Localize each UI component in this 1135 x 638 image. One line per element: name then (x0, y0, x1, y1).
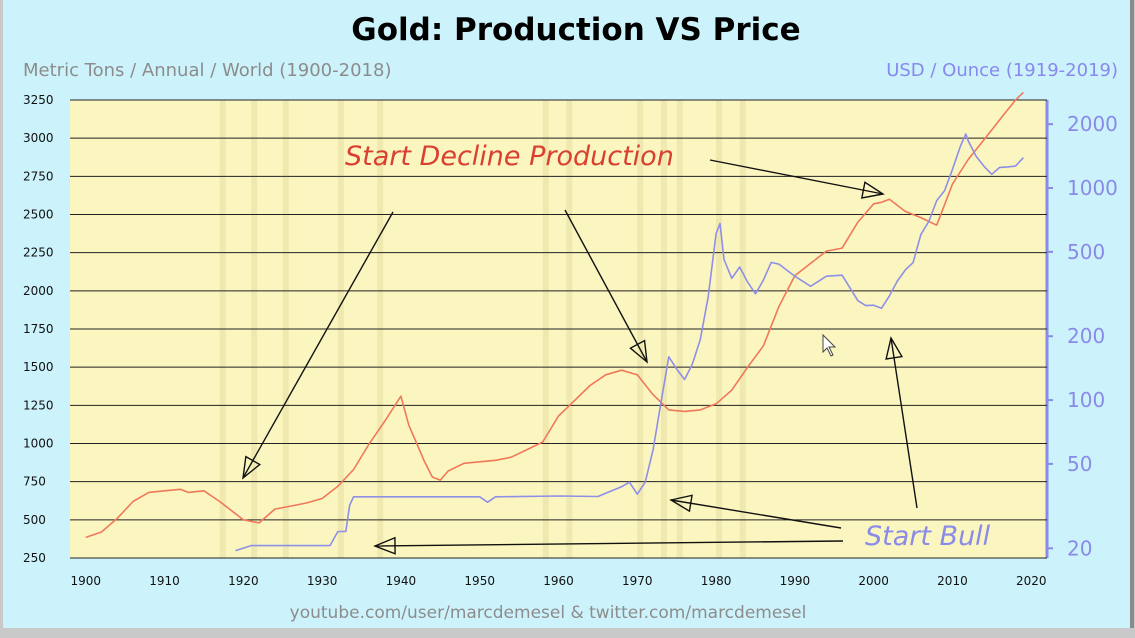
y-right-tick-label: 20 (1067, 536, 1092, 560)
x-tick-label: 1940 (386, 574, 417, 588)
y-right-tick-label: 100 (1067, 388, 1105, 412)
arrow-decline-1970-head (629, 339, 648, 364)
y-left-tick-label: 500 (23, 513, 46, 527)
x-tick-label: 1910 (149, 574, 180, 588)
x-ticks: 1900 1910 1920 1930 1940 1950 1960 1970 1980 1990… (70, 574, 1046, 588)
cursor-icon (822, 333, 837, 357)
annotation-start-bull: Start Bull (865, 521, 991, 552)
arrow-decline-2000-head (860, 181, 885, 199)
x-tick-label: 1900 (70, 574, 101, 588)
series-production-line (85, 91, 1024, 539)
left-y-ticks: 250 500 750 1000 1250 1500 1750 2000 2250 2500 275… (23, 93, 54, 565)
chart-svg: Gold: Production VS Price Metric Tons / … (23, 12, 1118, 623)
x-tick-label: 1950 (464, 574, 495, 588)
y-left-tick-label: 1500 (23, 360, 54, 374)
y-right-tick-label: 200 (1067, 324, 1105, 348)
right-axis-label: USD / Ounce (1919-2019) (886, 60, 1118, 81)
x-tick-label: 2000 (858, 574, 889, 588)
x-tick-label: 2020 (1016, 574, 1047, 588)
y-left-tick-label: 2000 (23, 284, 54, 298)
x-tick-label: 2010 (937, 574, 968, 588)
x-tick-label: 1930 (307, 574, 338, 588)
y-left-tick-label: 2250 (23, 246, 54, 260)
arrow-decline-1970-shaft (564, 209, 648, 363)
series-lines (85, 91, 1024, 552)
y-right-tick-label: 500 (1067, 240, 1105, 264)
arrow-decline-1917-shaft (242, 211, 394, 479)
y-left-tick-label: 2500 (23, 208, 54, 222)
arrow-bull-1934-shaft (374, 540, 844, 547)
annotation-arrows (242, 159, 918, 555)
arrow-bull-1934-head (373, 536, 396, 555)
footer-credit: youtube.com/user/marcdemesel & twitter.c… (290, 603, 807, 623)
x-tick-label: 1920 (228, 574, 259, 588)
arrow-decline-1917-head (242, 455, 262, 480)
x-tick-label: 1970 (622, 574, 653, 588)
y-left-tick-label: 3000 (23, 131, 54, 145)
y-left-tick-label: 1250 (23, 398, 54, 412)
arrow-bull-2001-head (885, 336, 904, 360)
chart-title: Gold: Production VS Price (351, 12, 800, 48)
gridlines (70, 99, 1047, 559)
x-tick-label: 1990 (780, 574, 811, 588)
y-right-tick-label: 1000 (1067, 176, 1118, 200)
y-left-tick-label: 750 (23, 475, 46, 489)
y-left-tick-label: 250 (23, 551, 46, 565)
right-y-ticks: 20 50 100 200 500 1000 2000 (1047, 112, 1118, 560)
x-tick-label: 1960 (543, 574, 574, 588)
y-left-tick-label: 1750 (23, 322, 54, 336)
arrow-bull-2001-shaft (890, 337, 918, 509)
annotation-start-decline: Start Decline Production (345, 141, 674, 172)
y-right-tick-label: 50 (1067, 452, 1092, 476)
left-axis-label: Metric Tons / Annual / World (1900-2018) (23, 60, 391, 81)
arrow-bull-1971-head (669, 494, 693, 513)
arrow-decline-2000-shaft (709, 159, 884, 195)
y-left-tick-label: 3250 (23, 93, 54, 107)
chart-frame: Gold: Production VS Price Metric Tons / … (3, 0, 1134, 628)
y-left-tick-label: 2750 (23, 169, 54, 183)
y-left-tick-label: 1000 (23, 437, 54, 451)
arrow-bull-1971-shaft (670, 499, 842, 529)
x-tick-label: 1980 (701, 574, 732, 588)
series-price-line (235, 133, 1024, 552)
y-right-tick-label: 2000 (1067, 112, 1118, 136)
